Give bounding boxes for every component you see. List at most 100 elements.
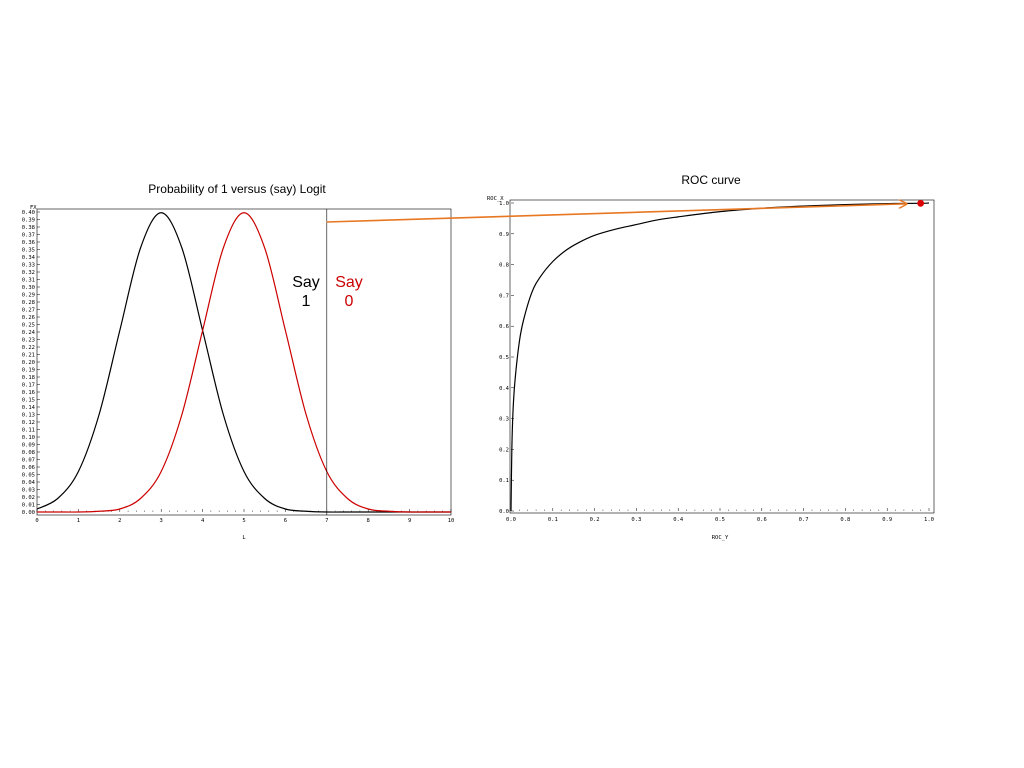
y-tick-label: 0.32 xyxy=(22,270,35,276)
y-tick-label: 0.13 xyxy=(22,413,35,419)
y-tick-label: 0.1 xyxy=(499,478,509,484)
density-chart-title: Probability of 1 versus (say) Logit xyxy=(148,182,326,196)
roc-chart-title: ROC curve xyxy=(681,173,741,187)
roc-y-axis-label: ROC_X xyxy=(487,196,504,202)
density-x-ticks: 0 1 2 3 4 5 6 7 8 9 10 xyxy=(35,509,454,524)
y-tick-label: 0.7 xyxy=(499,293,509,299)
say-0-label-line1: Say xyxy=(335,274,363,291)
y-tick-label: 0.35 xyxy=(22,248,35,254)
x-tick-label: 8 xyxy=(367,518,370,524)
y-tick-label: 0.07 xyxy=(22,458,35,464)
x-tick-label: 0.4 xyxy=(673,517,684,523)
x-tick-label: 3 xyxy=(160,518,163,524)
y-tick-label: 0.8 xyxy=(499,263,509,269)
x-tick-label: 0.3 xyxy=(631,517,641,523)
x-tick-label: 0.0 xyxy=(506,517,516,523)
series-line-1 xyxy=(36,212,451,513)
roc-operating-point xyxy=(917,199,925,207)
y-tick-label: 0.38 xyxy=(22,225,35,231)
x-tick-label: 5 xyxy=(242,518,245,524)
y-tick-label: 0.37 xyxy=(22,233,35,239)
x-tick-label: 0.9 xyxy=(882,517,892,523)
density-y-axis-label: FX xyxy=(30,205,37,211)
x-tick-label: 1 xyxy=(77,518,80,524)
y-tick-label: 0.02 xyxy=(22,495,35,501)
y-tick-label: 0.6 xyxy=(499,324,509,330)
y-tick-label: 0.08 xyxy=(22,450,35,456)
y-tick-label: 0.40 xyxy=(22,210,35,216)
y-tick-label: 0.28 xyxy=(22,300,35,306)
y-tick-label: 0.36 xyxy=(22,240,35,246)
y-tick-label: 0.0 xyxy=(499,509,509,515)
density-y-ticks: 0.000.01 0.020.03 0.040.05 0.060.07 0.080.09… xyxy=(22,210,40,516)
y-tick-label: 0.24 xyxy=(22,330,36,336)
y-tick-label: 0.21 xyxy=(22,353,35,359)
x-tick-label: 0.1 xyxy=(548,517,558,523)
roc-y-ticks: 0.0 0.1 0.2 0.3 0.4 0.5 0.6 0.7 0.8 0.9 1.0 xyxy=(499,201,514,515)
series-line-0 xyxy=(510,202,930,512)
y-tick-label: 0.03 xyxy=(22,488,35,494)
y-tick-label: 0.16 xyxy=(22,390,35,396)
roc-chart: ROC curve ROC_X ROC_Y 0.0 0.1 0.2 0.3 0.4 0.5… xyxy=(487,173,935,541)
y-tick-label: 0.19 xyxy=(22,368,35,374)
y-tick-label: 0.5 xyxy=(499,355,509,361)
say-1-label-line2: 1 xyxy=(302,293,311,310)
y-tick-label: 0.25 xyxy=(22,323,35,329)
y-tick-label: 0.10 xyxy=(22,435,35,441)
density-plot-frame xyxy=(36,208,452,516)
y-tick-label: 0.01 xyxy=(22,503,35,509)
y-tick-label: 0.11 xyxy=(22,428,35,434)
x-tick-label: 0 xyxy=(35,518,38,524)
series-line-0 xyxy=(36,212,451,513)
y-tick-label: 1.0 xyxy=(499,201,509,207)
roc-x-axis-label: ROC_Y xyxy=(712,535,729,541)
roc-curves xyxy=(510,202,930,512)
density-x-axis-label: L xyxy=(242,535,246,541)
x-tick-label: 9 xyxy=(408,518,411,524)
y-tick-label: 0.06 xyxy=(22,465,35,471)
y-tick-label: 0.14 xyxy=(22,405,36,411)
y-tick-label: 0.20 xyxy=(22,360,35,366)
roc-x-ticks: 0.0 0.1 0.2 0.3 0.4 0.5 0.6 0.7 0.8 0.9 1.0 xyxy=(506,508,934,523)
y-tick-label: 0.26 xyxy=(22,315,35,321)
y-tick-label: 0.23 xyxy=(22,338,35,344)
x-tick-label: 0.2 xyxy=(590,517,600,523)
x-tick-label: 0.6 xyxy=(757,517,767,523)
y-tick-label: 0.3 xyxy=(499,417,509,423)
y-tick-label: 0.34 xyxy=(22,255,36,261)
roc-plot-frame xyxy=(509,199,935,514)
x-tick-label: 10 xyxy=(448,518,455,524)
x-tick-label: 6 xyxy=(284,518,287,524)
y-tick-label: 0.09 xyxy=(22,443,35,449)
y-tick-label: 0.04 xyxy=(22,480,36,486)
y-tick-label: 0.2 xyxy=(499,447,509,453)
y-tick-label: 0.4 xyxy=(499,386,510,392)
y-tick-label: 0.05 xyxy=(22,473,35,479)
x-tick-label: 0.8 xyxy=(840,517,850,523)
y-tick-label: 0.00 xyxy=(22,510,35,516)
y-tick-label: 0.9 xyxy=(499,232,509,238)
y-tick-label: 0.27 xyxy=(22,308,35,314)
y-tick-label: 0.12 xyxy=(22,420,35,426)
y-tick-label: 0.29 xyxy=(22,293,35,299)
x-tick-label: 0.5 xyxy=(715,517,725,523)
x-tick-label: 1.0 xyxy=(924,517,934,523)
density-chart: Probability of 1 versus (say) Logit FX L… xyxy=(22,182,455,541)
density-curves xyxy=(36,212,451,513)
threshold-to-roc-arrow xyxy=(326,204,907,223)
say-1-label-line1: Say xyxy=(292,274,320,291)
x-tick-label: 4 xyxy=(201,518,205,524)
y-tick-label: 0.18 xyxy=(22,375,35,381)
y-tick-label: 0.30 xyxy=(22,285,35,291)
y-tick-label: 0.31 xyxy=(22,278,35,284)
x-tick-label: 7 xyxy=(325,518,328,524)
y-tick-label: 0.17 xyxy=(22,383,35,389)
say-0-label-line2: 0 xyxy=(345,293,354,310)
y-tick-label: 0.22 xyxy=(22,345,35,351)
y-tick-label: 0.33 xyxy=(22,263,35,269)
y-tick-label: 0.39 xyxy=(22,218,35,224)
y-tick-label: 0.15 xyxy=(22,398,35,404)
x-tick-label: 2 xyxy=(118,518,121,524)
x-tick-label: 0.7 xyxy=(799,517,809,523)
